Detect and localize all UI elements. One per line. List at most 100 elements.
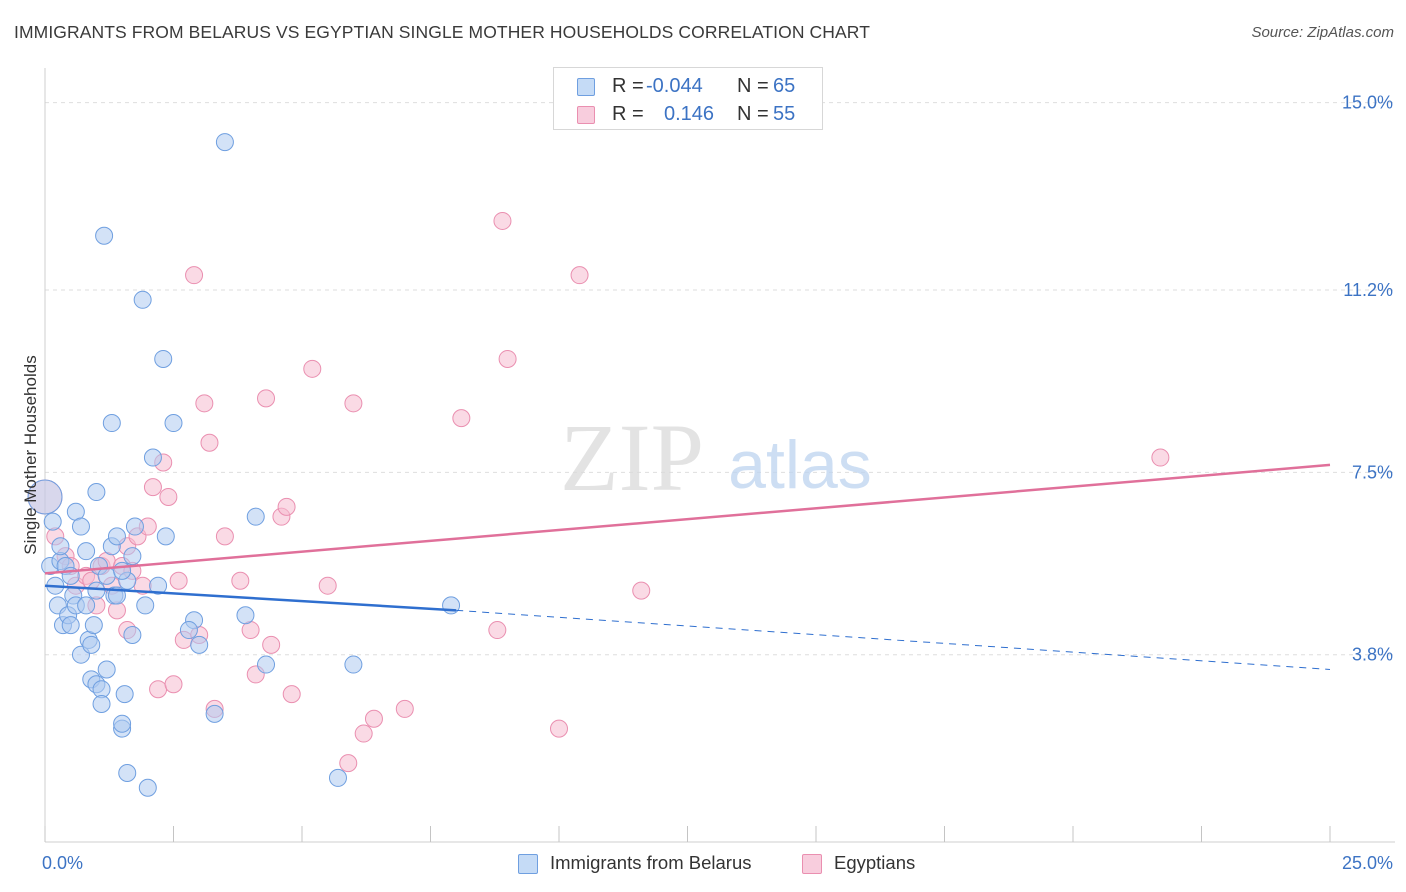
data-point xyxy=(185,266,204,285)
x-tick-label-max: 25.0% xyxy=(1342,853,1393,873)
data-point xyxy=(51,537,70,556)
series-egyptians-points xyxy=(27,211,1170,773)
legend-row-belarus: R = -0.044 N = 65 xyxy=(554,73,822,101)
gridlines xyxy=(45,102,1395,656)
data-point xyxy=(339,754,358,773)
data-point xyxy=(257,389,276,408)
data-point xyxy=(156,527,175,546)
data-point xyxy=(442,596,461,615)
legend-r-label: R = xyxy=(612,103,644,125)
data-point xyxy=(303,359,322,378)
data-point xyxy=(190,635,209,654)
data-point xyxy=(113,714,132,733)
trend-line-belarus xyxy=(44,584,457,612)
data-point xyxy=(282,685,301,704)
y-axis-label: Single Mother Households xyxy=(21,355,40,554)
data-point xyxy=(113,561,132,580)
legend-n-label: N = xyxy=(737,103,769,125)
data-point xyxy=(354,724,373,743)
legend-row-egyptians: R = 0.146 N = 55 xyxy=(554,101,822,129)
data-point xyxy=(236,606,255,625)
data-point xyxy=(246,507,265,526)
legend-n-value: 55 xyxy=(773,103,796,125)
legend-r-value: -0.044 xyxy=(646,75,703,97)
data-point xyxy=(364,709,383,728)
data-point xyxy=(344,655,363,674)
watermark-zip: ZIP xyxy=(560,404,704,511)
trend-lines xyxy=(44,463,1331,670)
legend-swatch-pink xyxy=(577,106,595,124)
legend-swatch-blue xyxy=(518,854,538,874)
data-point xyxy=(231,571,250,590)
data-point xyxy=(92,694,111,713)
data-point xyxy=(125,517,144,536)
data-point xyxy=(27,479,63,515)
data-point xyxy=(257,655,276,674)
data-point xyxy=(154,349,173,368)
data-point xyxy=(87,483,106,502)
data-point xyxy=(169,571,188,590)
data-point xyxy=(71,517,90,536)
data-point xyxy=(149,576,168,595)
data-point xyxy=(143,448,162,467)
data-point xyxy=(328,768,347,787)
data-point xyxy=(205,704,224,723)
data-point xyxy=(395,699,414,718)
data-point xyxy=(164,675,183,694)
data-point xyxy=(550,719,568,738)
data-point xyxy=(215,527,234,546)
data-point xyxy=(97,660,116,679)
axis-labels: Single Mother Households 0.0% 25.0% 3.8%… xyxy=(21,93,1393,873)
data-point xyxy=(77,542,96,561)
legend-swatch-blue xyxy=(577,78,595,96)
x-tick-label-min: 0.0% xyxy=(42,853,83,873)
data-point xyxy=(195,394,214,413)
data-point xyxy=(498,349,517,368)
data-point xyxy=(118,763,137,782)
data-point xyxy=(277,497,296,516)
data-point xyxy=(102,414,121,433)
data-point xyxy=(136,596,155,615)
watermark-atlas: atlas xyxy=(728,427,872,503)
data-point xyxy=(159,487,178,506)
trend-line-egyptians xyxy=(44,463,1331,575)
data-point xyxy=(84,616,103,635)
legend-r-value: 0.146 xyxy=(664,103,715,125)
data-point xyxy=(1151,448,1170,467)
data-point xyxy=(87,581,106,600)
legend-label-belarus: Immigrants from Belarus xyxy=(550,852,752,873)
data-point xyxy=(632,581,651,600)
axes xyxy=(44,68,1395,843)
data-point xyxy=(262,635,281,654)
trend-line-belarus-extension xyxy=(456,609,1331,670)
data-point xyxy=(133,290,152,309)
watermark: ZIP atlas xyxy=(560,404,872,511)
source-label: Source: ZipAtlas.com xyxy=(1251,24,1394,41)
data-point xyxy=(149,680,168,699)
data-point xyxy=(215,133,234,152)
y-tick-label: 3.8% xyxy=(1352,645,1393,665)
data-point xyxy=(107,527,126,546)
stats-legend: R = -0.044 N = 65 R = 0.146 N = 55 xyxy=(553,67,823,130)
data-point xyxy=(488,621,507,640)
data-point xyxy=(82,635,101,654)
legend-label-egyptians: Egyptians xyxy=(834,852,916,873)
data-point xyxy=(115,685,134,704)
data-point xyxy=(77,596,96,615)
y-tick-label: 11.2% xyxy=(1343,280,1393,300)
data-point xyxy=(570,266,589,285)
data-point xyxy=(123,547,142,566)
data-point xyxy=(200,433,219,452)
data-point xyxy=(95,226,114,245)
series-belarus-points xyxy=(27,133,461,797)
data-point xyxy=(143,478,162,497)
data-point xyxy=(43,512,62,531)
data-point xyxy=(138,778,157,797)
legend-n-value: 65 xyxy=(773,75,796,97)
data-point xyxy=(493,211,512,230)
data-point xyxy=(318,576,337,595)
data-point xyxy=(123,625,142,644)
y-tick-label: 7.5% xyxy=(1352,462,1393,482)
data-point xyxy=(61,616,80,635)
data-point xyxy=(452,409,471,428)
